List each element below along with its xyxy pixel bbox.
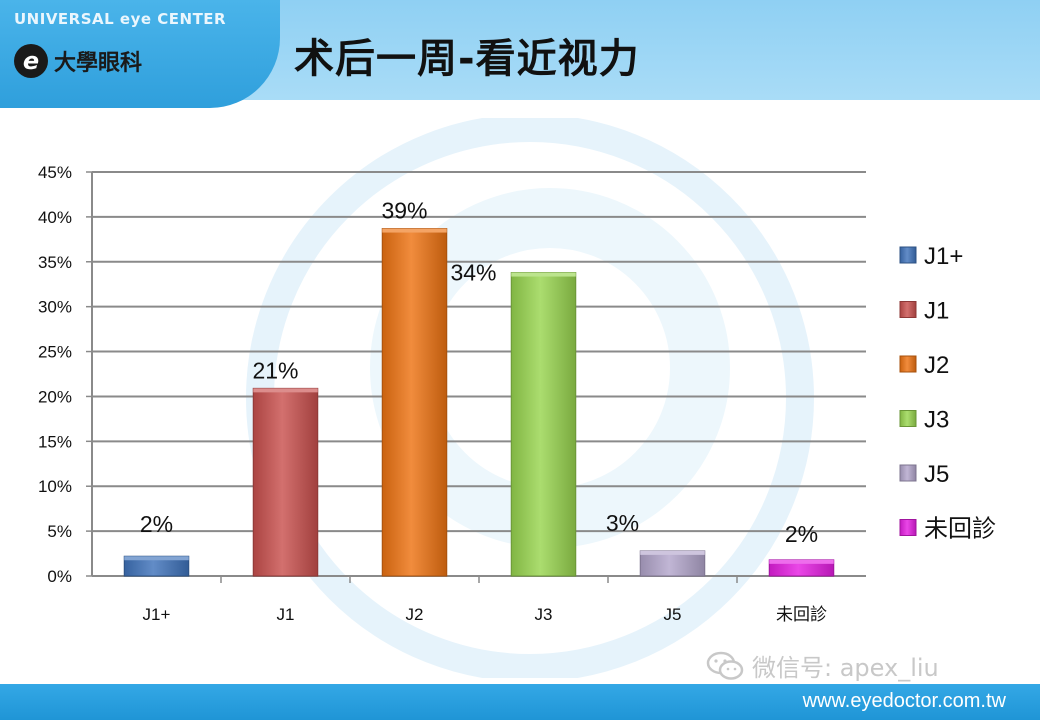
logo-mark-icon: e xyxy=(14,44,48,78)
y-tick-label: 40% xyxy=(38,208,72,227)
x-tick-label-3: J3 xyxy=(535,605,553,624)
legend-swatch-5 xyxy=(899,519,917,536)
y-tick-label: 5% xyxy=(47,522,72,541)
data-label-0: 2% xyxy=(140,511,173,537)
bar-1 xyxy=(252,387,319,577)
chart-gridlines xyxy=(92,171,866,533)
footer-bar: www.eyedoctor.com.tw xyxy=(0,684,1040,720)
footer-url: www.eyedoctor.com.tw xyxy=(802,690,1006,712)
y-tick-label: 35% xyxy=(38,253,72,272)
data-label-4: 3% xyxy=(606,510,639,536)
legend-swatch-4 xyxy=(899,464,917,482)
x-tick-label-2: J2 xyxy=(406,605,424,624)
legend-label-3: J3 xyxy=(924,407,949,434)
data-label-3: 34% xyxy=(450,260,496,286)
y-tick-label: 0% xyxy=(47,567,72,586)
data-label-5: 2% xyxy=(785,521,818,547)
legend-swatch-2 xyxy=(899,355,917,373)
chart-legend: J1+ J1 J2 J3 J5 未回診 xyxy=(899,243,996,543)
y-axis-ticks: 0% 5% 10% 15% 20% 25% 30% 35% 40% 45% xyxy=(38,163,92,586)
bar-3 xyxy=(510,272,577,577)
legend-swatch-3 xyxy=(899,410,917,427)
bar-cap-1 xyxy=(253,388,318,393)
slide-title: 术后一周-看近视力 xyxy=(294,36,640,82)
data-label-1: 21% xyxy=(252,357,298,383)
bar-cap-4 xyxy=(640,550,705,555)
y-tick-label: 45% xyxy=(38,163,72,182)
legend-swatch-0 xyxy=(899,246,917,264)
chart-axes xyxy=(91,172,866,577)
legend-label-4: J5 xyxy=(924,461,949,488)
y-tick-label: 10% xyxy=(38,477,72,496)
legend-label-1: J1 xyxy=(924,298,949,325)
y-tick-label: 25% xyxy=(38,343,72,362)
x-tick-label-1: J1 xyxy=(277,605,295,624)
bar-cap-0 xyxy=(124,556,189,561)
data-labels: 2% 21% 39% 34% 3% 2% xyxy=(140,198,818,547)
x-tick-label-4: J5 xyxy=(664,605,682,624)
y-tick-label: 20% xyxy=(38,387,72,406)
logo-text: 大學眼科 xyxy=(54,51,143,76)
bar-cap-3 xyxy=(511,272,576,277)
logo: e 大學眼科 xyxy=(14,44,142,78)
center-name: UNIVERSAL eye CENTER xyxy=(14,10,227,28)
chart-bars xyxy=(123,228,835,577)
x-tick-label-0: J1+ xyxy=(143,605,171,624)
y-tick-label: 30% xyxy=(38,298,72,317)
legend-label-0: J1+ xyxy=(924,243,963,270)
y-tick-label: 15% xyxy=(38,432,72,451)
legend-label-2: J2 xyxy=(924,352,949,379)
legend-label-5: 未回診 xyxy=(924,516,996,543)
bar-cap-5 xyxy=(769,559,834,564)
wechat-icon xyxy=(706,651,744,680)
x-tick-label-5: 未回診 xyxy=(776,605,827,624)
wechat-watermark: 微信号: apex_liu xyxy=(706,648,939,683)
bar-cap-2 xyxy=(382,228,447,233)
bar-2 xyxy=(381,228,448,577)
header-logo-tab: UNIVERSAL eye CENTER e 大學眼科 xyxy=(0,0,280,108)
x-axis-ticks: J1+ J1 J2 J3 J5 未回診 xyxy=(143,576,827,624)
wechat-id-text: 微信号: apex_liu xyxy=(752,654,939,682)
legend-swatch-1 xyxy=(899,301,917,318)
data-label-2: 39% xyxy=(381,198,427,224)
